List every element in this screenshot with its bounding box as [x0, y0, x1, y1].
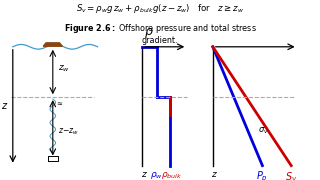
Polygon shape — [43, 43, 62, 46]
Text: $P_p$: $P_p$ — [256, 170, 268, 180]
Text: $z$: $z$ — [1, 101, 8, 111]
Text: $\sigma_v$: $\sigma_v$ — [258, 126, 268, 136]
Text: $z$: $z$ — [211, 170, 218, 179]
Text: $z\!-\!z_w$: $z\!-\!z_w$ — [58, 126, 79, 137]
Text: $\rho_{bulk}$: $\rho_{bulk}$ — [161, 170, 182, 180]
Text: $\approx$: $\approx$ — [55, 101, 63, 107]
Text: $\rho$: $\rho$ — [144, 26, 154, 40]
Text: $\bf{Figure\ 2.6:}$ Offshore pressure and total stress
gradient.: $\bf{Figure\ 2.6:}$ Offshore pressure an… — [64, 22, 256, 45]
Text: $\rho_w$: $\rho_w$ — [150, 170, 163, 180]
Text: $S_v = \rho_w g\, z_w + \rho_{bulk}g(z - z_w)$   for   $z \geq z_w$: $S_v = \rho_w g\, z_w + \rho_{bulk}g(z -… — [76, 2, 244, 15]
Text: $S_v$: $S_v$ — [285, 170, 297, 180]
Text: $z_w$: $z_w$ — [58, 63, 69, 74]
Text: $z$: $z$ — [140, 170, 148, 179]
